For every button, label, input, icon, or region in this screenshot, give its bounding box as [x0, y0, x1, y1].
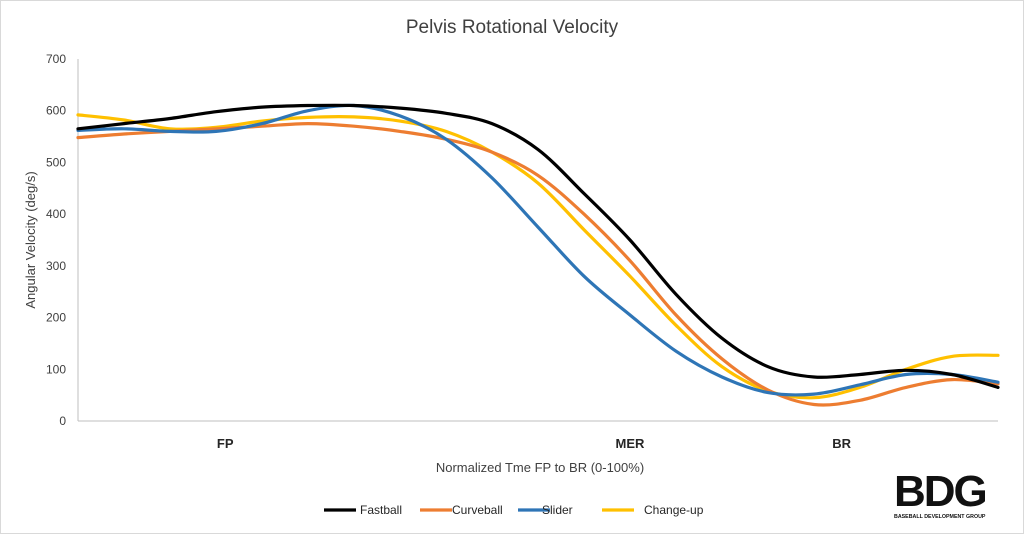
- y-axis-ticks: 0 100 200 300 400 500 600 700: [46, 52, 66, 428]
- legend-label-change-up: Change-up: [644, 503, 704, 517]
- y-tick-label: 600: [46, 104, 66, 118]
- logo-letters: BDG: [894, 467, 986, 516]
- series-lines: [76, 103, 1000, 407]
- y-tick-label: 200: [46, 311, 66, 325]
- x-category-br: BR: [832, 436, 851, 451]
- series-line-slider: [76, 103, 1000, 397]
- y-tick-label: 400: [46, 207, 66, 221]
- x-category-mer: MER: [616, 436, 646, 451]
- chart-title: Pelvis Rotational Velocity: [406, 17, 619, 38]
- y-tick-label: 700: [46, 52, 66, 66]
- y-axis-label: Angular Velocity (deg/s): [23, 171, 38, 308]
- legend-label-fastball: Fastball: [360, 503, 402, 517]
- x-axis-label: Normalized Tme FP to BR (0-100%): [436, 460, 644, 475]
- legend-label-slider: Slider: [542, 503, 573, 517]
- y-tick-label: 100: [46, 362, 66, 376]
- y-tick-label: 500: [46, 155, 66, 169]
- x-axis-categories: FP MER BR: [217, 436, 852, 451]
- series-line-fastball: [76, 103, 1000, 389]
- legend: Fastball Curveball Slider Change-up: [324, 503, 704, 517]
- logo-subtitle: BASEBALL DEVELOPMENT GROUP: [894, 514, 986, 520]
- y-tick-label: 300: [46, 259, 66, 273]
- series-line-curveball: [76, 122, 1000, 407]
- bdg-logo: BDG BASEBALL DEVELOPMENT GROUP: [894, 467, 988, 520]
- series-line-change-up: [76, 113, 1000, 400]
- y-tick-label: 0: [59, 414, 66, 428]
- x-category-fp: FP: [217, 436, 234, 451]
- legend-label-curveball: Curveball: [452, 503, 503, 517]
